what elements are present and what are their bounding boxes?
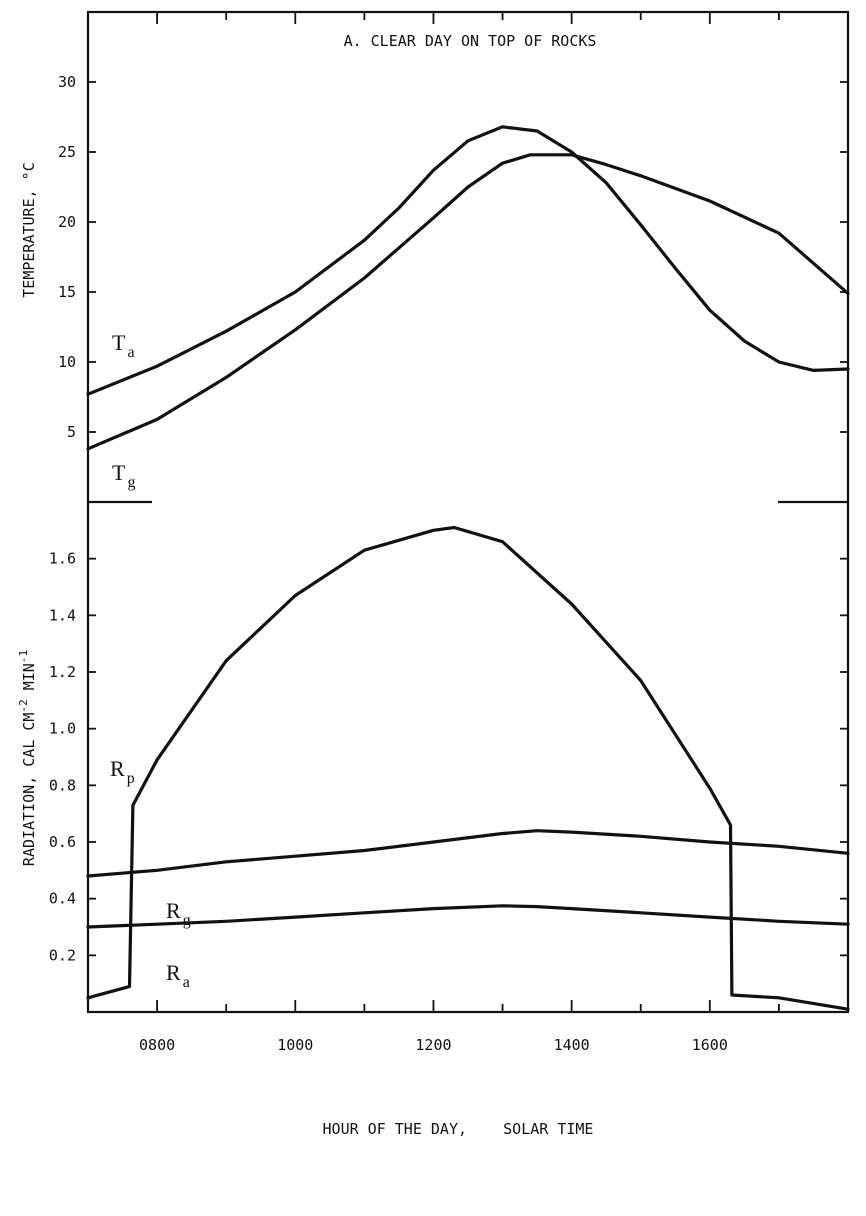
rad-tick-label: 1.0 xyxy=(49,720,76,738)
series-line-ra xyxy=(86,904,850,929)
rad-tick-label: 1.6 xyxy=(49,550,76,568)
radiation-axis-label-main: RADIATION, CAL CM xyxy=(20,713,38,867)
temperature-axis-label: TEMPERATURE, °C xyxy=(20,162,38,297)
temp-tick-label: 25 xyxy=(58,143,76,161)
temp-tick-label: 15 xyxy=(58,283,76,301)
radiation-axis-label-mid: MIN xyxy=(20,663,38,699)
chart-title: A. CLEAR DAY ON TOP OF ROCKS xyxy=(344,32,597,50)
radiation-axis-label: RADIATION, CAL CM-2 MIN-1 xyxy=(17,650,38,866)
x-tick-label: 0800 xyxy=(139,1036,175,1054)
rad-tick-label: 0.6 xyxy=(49,833,76,851)
series-layer xyxy=(86,125,850,1011)
rad-tick-label: 0.8 xyxy=(49,776,76,794)
plot-frame xyxy=(86,10,850,1014)
x-axis-label: HOUR OF THE DAY, SOLAR TIME xyxy=(323,1120,594,1138)
rad-tick-label: 1.2 xyxy=(49,663,76,681)
x-tick-label: 1000 xyxy=(277,1036,313,1054)
radiation-axis-label-sup2: -1 xyxy=(17,650,30,663)
series-line-rp xyxy=(86,525,850,1011)
series-line-ta xyxy=(86,125,850,396)
temp-tick-label: 10 xyxy=(58,353,76,371)
radiation-axis-label-sup1: -2 xyxy=(17,699,30,712)
rad-tick-label: 1.4 xyxy=(49,606,76,624)
series-line-rg xyxy=(86,829,850,878)
x-tick-label: 1600 xyxy=(692,1036,728,1054)
x-tick-label: 1400 xyxy=(554,1036,590,1054)
rad-tick-label: 0.4 xyxy=(49,890,76,908)
x-tick-label: 1200 xyxy=(415,1036,451,1054)
temp-tick-label: 5 xyxy=(67,423,76,441)
series-line-tg xyxy=(86,153,850,451)
temp-tick-label: 20 xyxy=(58,213,76,231)
rad-tick-label: 0.2 xyxy=(49,946,76,964)
tick-layer: 5 10 15 20 25 30 0.2 0.4 0.6 0.8 1.0 1.2 1.4 1.6 0800 1… xyxy=(49,12,848,1054)
temp-tick-label: 30 xyxy=(58,73,76,91)
